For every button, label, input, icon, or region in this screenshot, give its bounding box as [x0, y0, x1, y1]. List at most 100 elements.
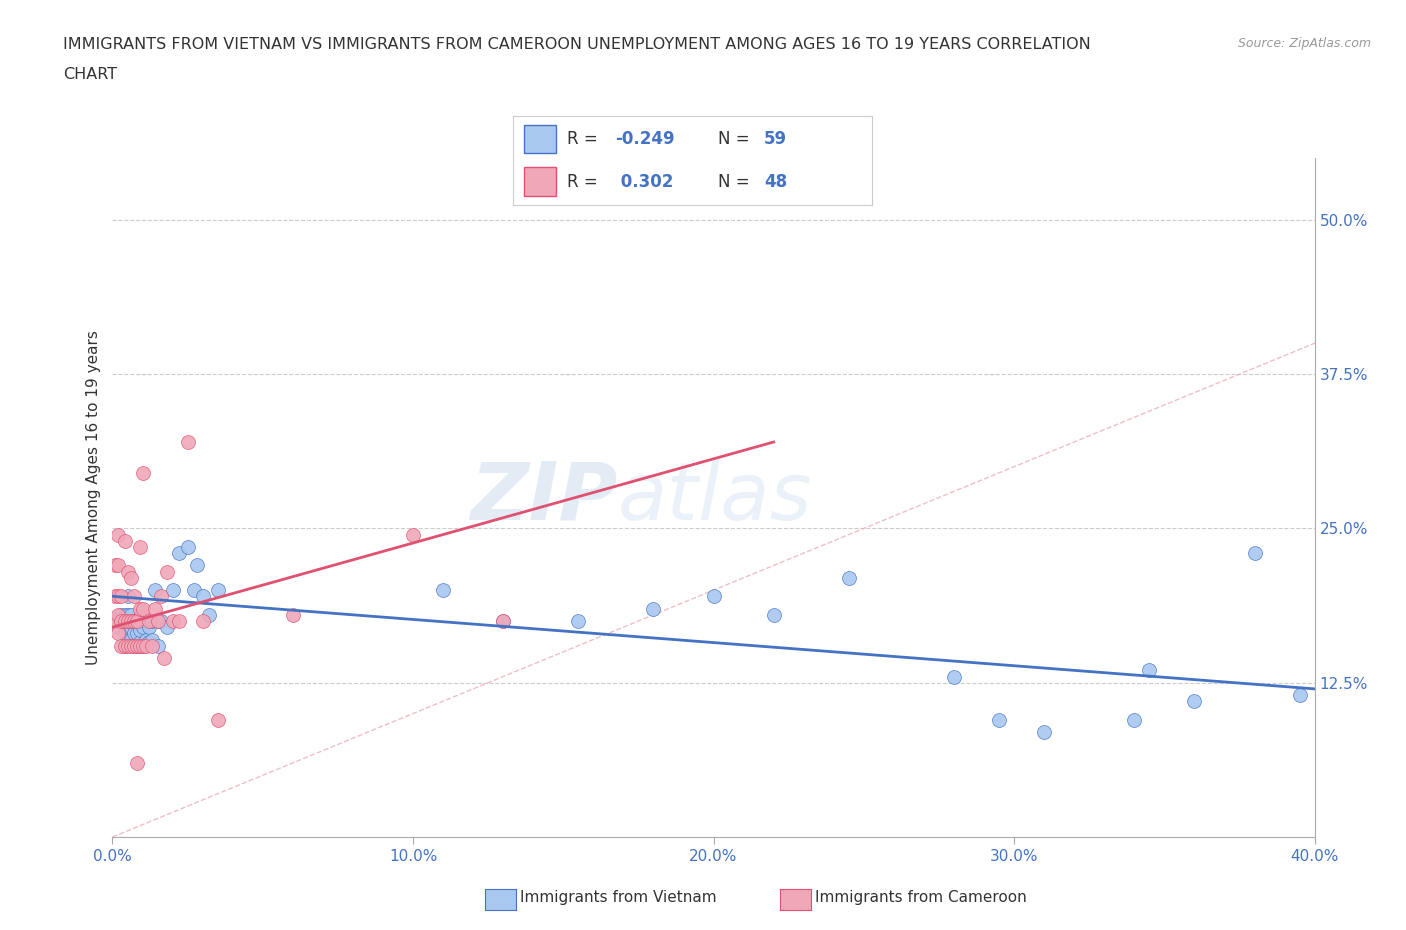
Point: [1137, 663, 1160, 678]
Point: [117, 614, 139, 629]
Text: Immigrants from Vietnam: Immigrants from Vietnam: [520, 890, 717, 905]
Point: [143, 601, 166, 616]
Point: [141, 632, 163, 647]
Point: [131, 465, 153, 480]
Point: [141, 638, 163, 653]
Point: [128, 638, 150, 653]
Point: [152, 651, 174, 666]
Point: [114, 626, 136, 641]
Point: [131, 638, 153, 653]
Point: [120, 638, 142, 653]
Point: [104, 589, 127, 604]
Point: [149, 589, 172, 604]
Text: 0.302: 0.302: [616, 173, 673, 191]
Point: [114, 533, 136, 548]
Bar: [524, 125, 557, 153]
Point: [1033, 724, 1056, 739]
Point: [1243, 546, 1265, 561]
Point: [120, 632, 142, 647]
Point: [1184, 694, 1206, 709]
Point: [988, 712, 1011, 727]
Point: [131, 638, 153, 653]
Point: [107, 626, 129, 641]
Point: [146, 638, 169, 653]
Text: R =: R =: [567, 173, 603, 191]
Point: [149, 614, 172, 629]
Point: [191, 614, 214, 629]
Point: [110, 638, 132, 653]
Point: [110, 614, 132, 629]
Point: [110, 614, 132, 629]
Y-axis label: Unemployment Among Ages 16 to 19 years: Unemployment Among Ages 16 to 19 years: [86, 330, 101, 665]
Point: [138, 634, 160, 649]
Point: [128, 634, 150, 649]
Point: [117, 638, 139, 653]
Point: [114, 614, 136, 629]
Point: [183, 583, 205, 598]
Text: R =: R =: [567, 130, 603, 148]
Text: atlas: atlas: [617, 458, 813, 537]
Point: [128, 539, 150, 554]
Point: [702, 589, 725, 604]
Text: ZIP: ZIP: [470, 458, 617, 537]
Text: 59: 59: [765, 130, 787, 148]
Point: [122, 589, 145, 604]
Point: [155, 565, 177, 579]
Text: N =: N =: [717, 173, 755, 191]
Text: 48: 48: [765, 173, 787, 191]
Point: [135, 614, 157, 629]
Point: [128, 622, 150, 637]
Point: [162, 614, 184, 629]
Point: [492, 614, 515, 629]
Point: [125, 626, 148, 641]
Point: [143, 583, 166, 598]
Point: [122, 614, 145, 629]
Point: [131, 601, 153, 616]
Point: [122, 638, 145, 653]
Point: [114, 638, 136, 653]
Point: [107, 607, 129, 622]
Point: [117, 607, 139, 622]
Point: [114, 638, 136, 653]
Point: [176, 539, 198, 554]
Point: [167, 614, 190, 629]
Point: [114, 607, 136, 622]
Point: [128, 601, 150, 616]
Point: [107, 527, 129, 542]
Point: [138, 614, 160, 629]
Point: [138, 619, 160, 634]
Point: [122, 638, 145, 653]
Point: [117, 589, 139, 604]
Point: [120, 619, 142, 634]
Point: [120, 614, 142, 629]
Point: [207, 583, 229, 598]
Point: [135, 632, 157, 647]
Point: [162, 583, 184, 598]
Point: [207, 712, 229, 727]
Point: [107, 558, 129, 573]
Point: [122, 626, 145, 641]
Point: [1123, 712, 1146, 727]
Point: [104, 614, 127, 629]
Point: [122, 614, 145, 629]
Point: [120, 607, 142, 622]
Point: [110, 589, 132, 604]
Text: Source: ZipAtlas.com: Source: ZipAtlas.com: [1237, 37, 1371, 50]
Point: [155, 619, 177, 634]
Point: [186, 558, 208, 573]
Point: [1288, 687, 1310, 702]
Point: [643, 601, 665, 616]
Text: -0.249: -0.249: [616, 130, 675, 148]
Point: [281, 607, 304, 622]
Text: Immigrants from Cameroon: Immigrants from Cameroon: [815, 890, 1028, 905]
Point: [191, 589, 214, 604]
Text: N =: N =: [717, 130, 755, 148]
Point: [942, 669, 965, 684]
Point: [432, 583, 454, 598]
Point: [762, 607, 785, 622]
Point: [120, 570, 142, 585]
Point: [117, 565, 139, 579]
Point: [125, 638, 148, 653]
Point: [125, 755, 148, 770]
Point: [141, 614, 163, 629]
